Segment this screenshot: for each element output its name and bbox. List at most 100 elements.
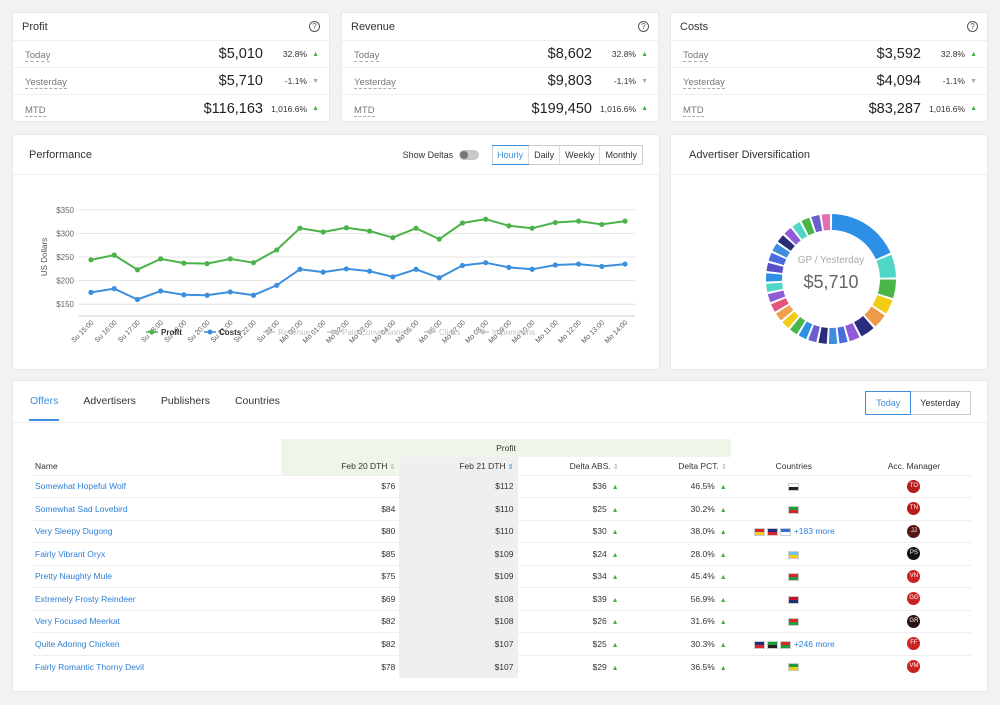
data-point-profit[interactable] [529,225,535,231]
data-point-costs[interactable] [88,289,94,295]
data-point-profit[interactable] [622,218,628,224]
legend-item-clicks[interactable]: Clicks [424,328,460,337]
tab-offers[interactable]: Offers [29,393,60,421]
donut-slice[interactable] [767,290,786,303]
data-point-costs[interactable] [483,260,489,266]
data-point-costs[interactable] [134,296,141,303]
offer-name-link[interactable]: Very Focused Meerkat [33,609,282,633]
avatar[interactable]: TO [907,479,921,493]
data-point-costs[interactable] [552,262,558,268]
data-point-profit[interactable] [483,216,489,222]
column-header-feb-20-dth[interactable]: Feb 20 DTH ⇕ [281,457,400,475]
data-point-profit[interactable] [575,218,582,224]
data-point-costs[interactable] [204,292,210,298]
avatar[interactable]: GG [907,592,921,606]
data-point-profit[interactable] [390,235,396,241]
donut-slice[interactable] [845,323,860,342]
data-point-costs[interactable] [343,266,349,272]
help-icon[interactable]: ? [638,21,649,32]
day-yesterday-button[interactable]: Yesterday [920,398,960,408]
data-point-profit[interactable] [204,261,210,267]
tab-advertisers[interactable]: Advertisers [83,395,136,407]
data-point-profit[interactable] [552,219,558,226]
donut-slice[interactable] [872,295,893,314]
data-point-costs[interactable] [367,268,373,274]
data-point-costs[interactable] [227,289,233,295]
data-point-costs[interactable] [181,292,187,298]
range-hourly-button[interactable]: Hourly [492,144,530,165]
tab-publishers[interactable]: Publishers [160,395,210,407]
donut-slice[interactable] [784,228,801,245]
column-header-feb-21-dth[interactable]: Feb 21 DTH ⇕ [399,457,518,475]
data-point-profit[interactable] [158,256,164,262]
data-point-costs[interactable] [599,263,605,270]
legend-item-impressions[interactable]: Impressions [477,328,535,337]
data-point-profit[interactable] [599,221,605,228]
data-point-profit[interactable] [88,257,94,263]
data-point-profit[interactable] [320,229,326,235]
donut-slice[interactable] [798,321,813,340]
offer-name-link[interactable]: Fairly Romantic Thorny Devil [33,654,282,678]
data-point-profit[interactable] [436,236,442,242]
offer-name-link[interactable]: Very Sleepy Dugong [33,519,282,543]
donut-slice[interactable] [765,273,783,282]
donut-slice[interactable] [811,215,823,233]
legend-item-costs[interactable]: Costs [204,328,242,337]
avatar[interactable]: TN [907,502,921,516]
data-point-profit[interactable] [367,228,373,234]
legend-item-revenue[interactable]: Revenue [263,328,311,337]
data-point-profit[interactable] [297,225,303,231]
avatar[interactable]: JJ [907,524,921,538]
donut-slice[interactable] [790,317,806,335]
day-today-button[interactable]: Today [865,391,912,415]
data-point-costs[interactable] [459,262,466,269]
donut-slice[interactable] [772,243,790,258]
data-point-profit[interactable] [250,260,257,266]
column-header-delta-abs[interactable]: Delta ABS. ⇕ [518,457,623,475]
donut-slice[interactable] [877,279,896,299]
data-point-costs[interactable] [320,269,326,275]
data-point-costs[interactable] [413,266,419,272]
help-icon[interactable]: ? [309,21,320,32]
donut-slice[interactable] [801,217,815,236]
donut-slice[interactable] [837,326,848,344]
donut-slice[interactable] [854,316,874,337]
range-weekly-button[interactable]: Weekly [559,145,599,164]
donut-slice[interactable] [782,311,799,328]
data-point-costs[interactable] [250,292,257,298]
show-deltas-toggle[interactable] [459,149,480,160]
data-point-costs[interactable] [529,266,535,272]
tab-countries[interactable]: Countries [234,395,280,407]
offer-name-link[interactable]: Quite Adoring Chicken [33,632,282,655]
range-daily-button[interactable]: Daily [528,145,559,164]
donut-slice[interactable] [776,305,794,321]
offer-name-link[interactable]: Somewhat Sad Lovebird [33,497,282,520]
data-point-profit[interactable] [459,220,466,226]
data-point-profit[interactable] [227,256,233,262]
donut-slice[interactable] [766,262,784,273]
avatar[interactable]: GR [907,614,921,628]
donut-slice[interactable] [792,222,808,240]
donut-slice[interactable] [808,324,820,343]
donut-slice[interactable] [818,327,828,344]
legend-item-profit[interactable]: Profit [146,328,182,337]
data-point-profit[interactable] [343,225,349,231]
data-point-profit[interactable] [111,252,117,258]
data-point-costs[interactable] [575,261,582,267]
donut-slice[interactable] [777,235,795,251]
donut-slice[interactable] [876,254,896,278]
avatar[interactable]: VN [907,569,921,583]
offer-name-link[interactable]: Fairly Vibrant Oryx [33,542,282,565]
donut-slice[interactable] [828,327,838,345]
data-point-costs[interactable] [111,286,117,292]
avatar[interactable]: FF [907,637,921,651]
column-header-delta-pct[interactable]: Delta PCT. ⇕ [623,457,731,475]
data-point-profit[interactable] [134,267,141,273]
data-point-costs[interactable] [390,274,396,280]
range-monthly-button[interactable]: Monthly [599,145,642,164]
more-countries-link[interactable]: +183 more [793,526,835,537]
offer-name-link[interactable]: Somewhat Hopeful Wolf [33,474,282,498]
donut-slice[interactable] [864,306,885,327]
data-point-costs[interactable] [506,264,512,270]
more-countries-link[interactable]: +246 more [793,638,835,649]
